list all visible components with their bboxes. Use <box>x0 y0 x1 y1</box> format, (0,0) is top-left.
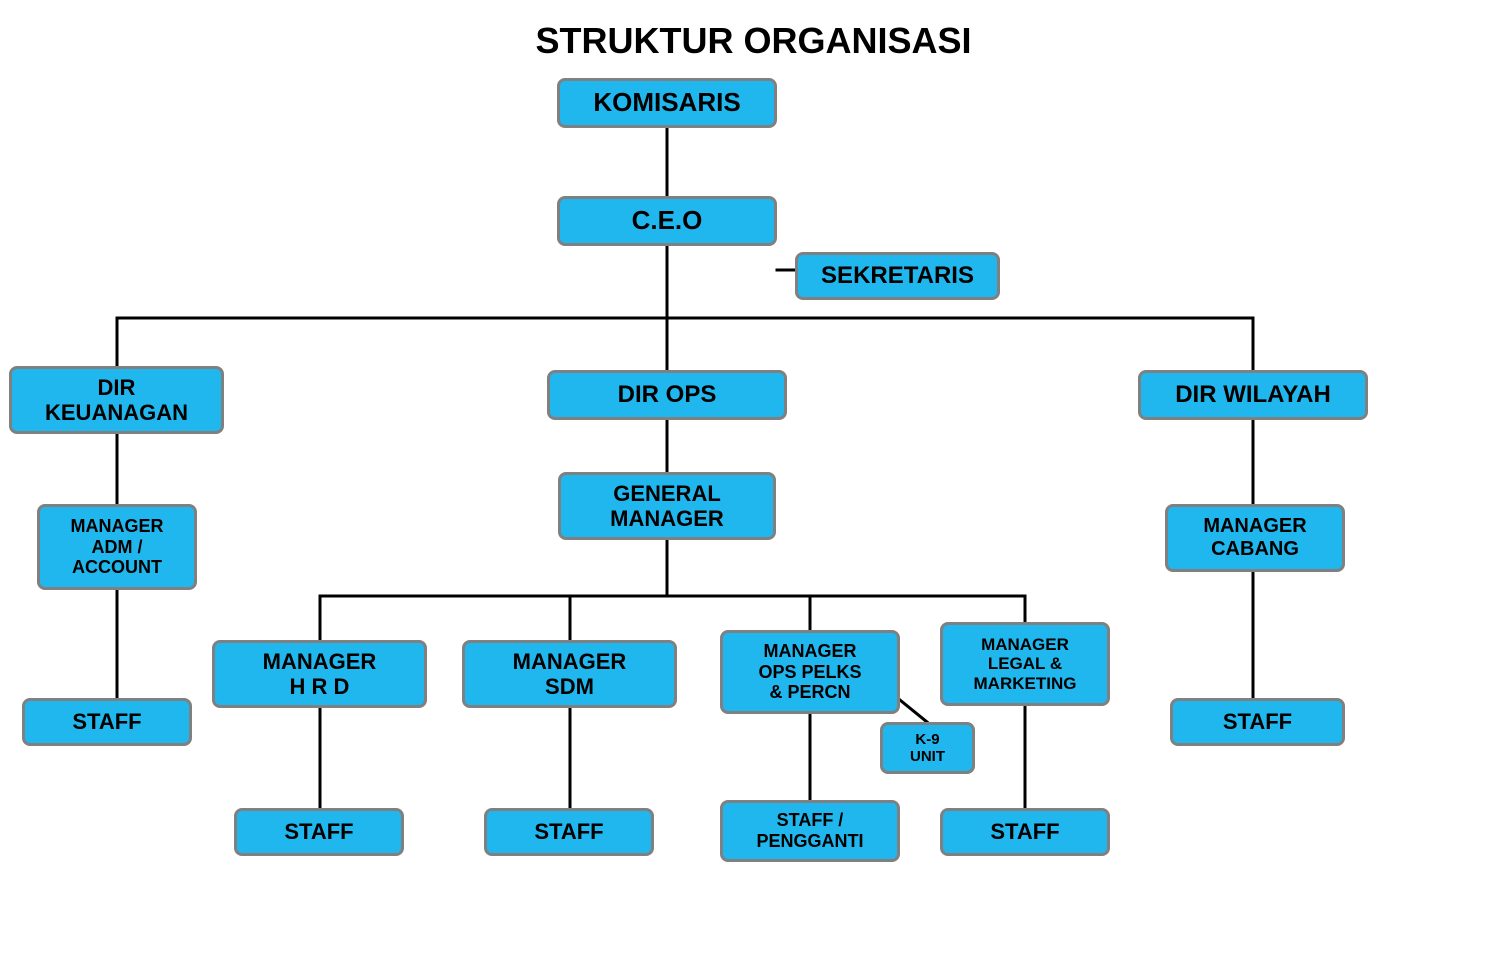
chart-title: STRUKTUR ORGANISASI <box>0 20 1507 62</box>
node-gm: GENERAL MANAGER <box>558 472 776 540</box>
node-ceo: C.E.O <box>557 196 777 246</box>
node-mgrsdm: MANAGER SDM <box>462 640 677 708</box>
node-mgrcab: MANAGER CABANG <box>1165 504 1345 572</box>
node-k9: K-9 UNIT <box>880 722 975 774</box>
node-staff-hrd: STAFF <box>234 808 404 856</box>
node-dirwil: DIR WILAYAH <box>1138 370 1368 420</box>
org-chart: STRUKTUR ORGANISASI KOMISARIS C.E.O SEKRET… <box>0 0 1507 970</box>
node-staff-leg: STAFF <box>940 808 1110 856</box>
node-dirops: DIR OPS <box>547 370 787 420</box>
node-mgrops: MANAGER OPS PELKS & PERCN <box>720 630 900 714</box>
node-mgrhrd: MANAGER H R D <box>212 640 427 708</box>
node-staff-l: STAFF <box>22 698 192 746</box>
node-komisaris: KOMISARIS <box>557 78 777 128</box>
node-dirkeu: DIR KEUANAGAN <box>9 366 224 434</box>
node-staff-ops: STAFF / PENGGANTI <box>720 800 900 862</box>
node-mgradm: MANAGER ADM / ACCOUNT <box>37 504 197 590</box>
node-sekretaris: SEKRETARIS <box>795 252 1000 300</box>
node-mgrleg: MANAGER LEGAL & MARKETING <box>940 622 1110 706</box>
node-staff-r: STAFF <box>1170 698 1345 746</box>
node-staff-sdm: STAFF <box>484 808 654 856</box>
